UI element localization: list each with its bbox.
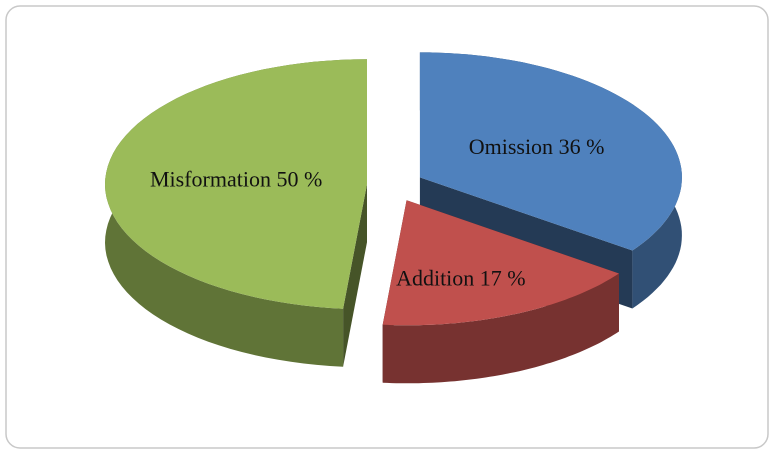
- value-label: 36 %: [559, 134, 605, 159]
- category-name: Misformation: [150, 166, 271, 191]
- slice-side: [382, 273, 619, 384]
- slice: [105, 59, 367, 309]
- category-name: Omission: [469, 134, 553, 159]
- value-label: 50 %: [277, 166, 323, 191]
- slice: [382, 200, 619, 326]
- slice: [419, 52, 682, 251]
- data-label: Addition 17 %: [396, 265, 526, 290]
- value-label: 17 %: [480, 265, 526, 290]
- category-name: Addition: [396, 265, 474, 290]
- data-label: Omission 36 %: [469, 134, 605, 159]
- data-label: Misformation 50 %: [150, 166, 322, 191]
- slice-cut-face: [343, 184, 367, 367]
